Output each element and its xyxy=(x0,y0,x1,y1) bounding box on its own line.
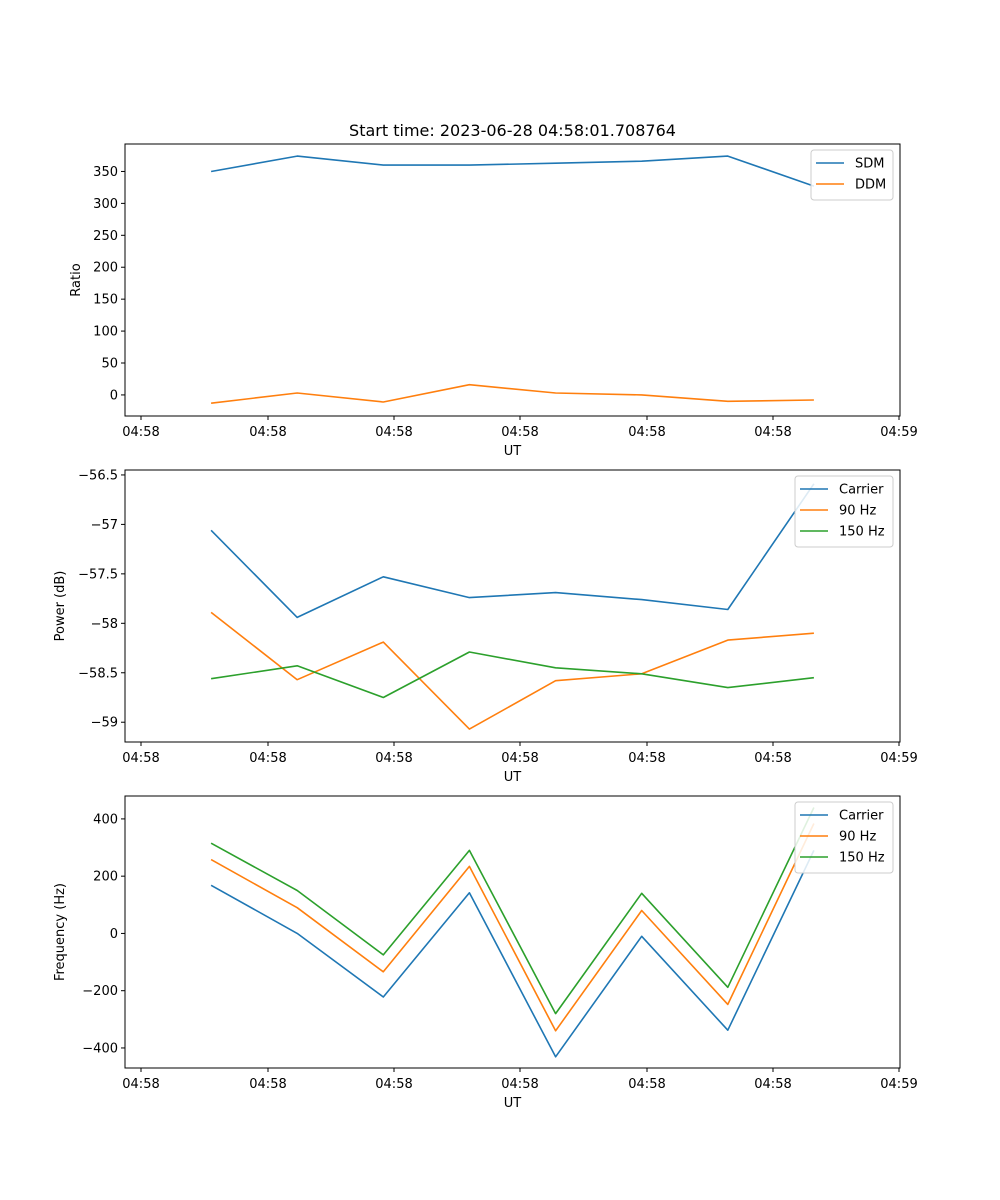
x-tick-label: 04:58 xyxy=(249,751,286,766)
x-tick-label: 04:58 xyxy=(754,425,791,440)
x-tick-label: 04:58 xyxy=(628,751,665,766)
series-line-3-2 xyxy=(210,823,815,1032)
y-tick-label: 300 xyxy=(93,197,118,212)
y-tick-label: −200 xyxy=(82,984,118,999)
series-line-1-2 xyxy=(211,383,814,404)
x-tick-label: 04:58 xyxy=(249,425,286,440)
series-line-2-1 xyxy=(210,483,815,619)
series-line-1-1 xyxy=(210,155,815,187)
subplot-3: −400 −200 0 200 400 04:58 04:58 04:58 04:58 04:58… xyxy=(53,795,918,1111)
series-line-3-3 xyxy=(210,807,815,1015)
y-axis-label: Frequency (Hz) xyxy=(53,883,68,981)
series-line-2-3 xyxy=(210,651,814,699)
legend-entry: Carrier xyxy=(839,809,884,824)
chart-title: Start time: 2023-06-28 04:58:01.708764 xyxy=(349,121,676,140)
x-tick-label: 04:58 xyxy=(375,1077,412,1092)
subplots: 0 50 100 150 200 250 300 350 04:58 04:58 04:58 04:5… xyxy=(53,143,918,1111)
x-tick-label: 04:58 xyxy=(122,1077,159,1092)
y-tick-label: 400 xyxy=(93,812,118,827)
x-tick-label: 04:58 xyxy=(122,751,159,766)
x-tick-label: 04:58 xyxy=(122,425,159,440)
legend-entry: SDM xyxy=(855,157,884,172)
y-tick-label: 200 xyxy=(93,870,118,885)
legend-entry: 90 Hz xyxy=(839,830,876,845)
x-tick-label: 04:58 xyxy=(375,751,412,766)
plot-frame xyxy=(124,795,901,1069)
x-tick-label: 04:58 xyxy=(375,425,412,440)
y-tick-label: −59 xyxy=(91,716,118,731)
series-line-2-2 xyxy=(210,611,814,730)
subplot-1: 0 50 100 150 200 250 300 350 04:58 04:58 04:58 04:5… xyxy=(69,143,918,459)
legend-entry: 90 Hz xyxy=(839,504,876,519)
plot-frame xyxy=(124,469,901,743)
legend-entry: DDM xyxy=(855,178,886,193)
y-tick-label: −57 xyxy=(91,518,118,533)
legend-entry: 150 Hz xyxy=(839,851,885,866)
x-tick-label: 04:58 xyxy=(754,1077,791,1092)
x-tick-label: 04:58 xyxy=(501,425,538,440)
y-tick-label: 350 xyxy=(93,165,118,180)
y-tick-label: −58.5 xyxy=(78,666,118,681)
x-tick-label: 04:59 xyxy=(880,1077,917,1092)
x-tick-label: 04:58 xyxy=(628,425,665,440)
legend: Carrier 90 Hz 150 Hz xyxy=(794,801,894,874)
x-tick-label: 04:58 xyxy=(501,751,538,766)
legend-box xyxy=(794,801,894,874)
y-tick-label: −56.5 xyxy=(78,468,118,483)
x-tick-label: 04:58 xyxy=(754,751,791,766)
y-tick-label: 0 xyxy=(110,927,118,942)
y-tick-label: −58 xyxy=(91,617,118,632)
y-tick-label: 150 xyxy=(93,293,118,308)
x-tick-label: 04:59 xyxy=(880,751,917,766)
y-axis-label: Power (dB) xyxy=(53,571,68,642)
y-tick-label: −57.5 xyxy=(78,567,118,582)
x-axis-label: UT xyxy=(504,770,522,785)
y-tick-label: −400 xyxy=(82,1041,118,1056)
legend-entry: 150 Hz xyxy=(839,525,885,540)
x-tick-label: 04:59 xyxy=(880,425,917,440)
x-tick-label: 04:58 xyxy=(501,1077,538,1092)
x-axis-label: UT xyxy=(504,444,522,459)
legend: Carrier 90 Hz 150 Hz xyxy=(794,475,894,548)
subplot-2: −59 −58.5 −58 −57.5 −57 −56.5 04:58 04:58 04:58 0… xyxy=(53,468,918,785)
x-axis-label: UT xyxy=(504,1096,522,1111)
y-tick-label: 250 xyxy=(93,229,118,244)
y-tick-label: 50 xyxy=(101,357,118,372)
x-tick-label: 04:58 xyxy=(249,1077,286,1092)
legend: SDM DDM xyxy=(810,149,894,201)
y-tick-label: 100 xyxy=(93,325,118,340)
y-tick-label: 0 xyxy=(110,388,118,403)
y-tick-label: 200 xyxy=(93,261,118,276)
legend-entry: Carrier xyxy=(839,483,884,498)
x-tick-label: 04:58 xyxy=(628,1077,665,1092)
plot-frame xyxy=(124,143,901,417)
series-line-3-1 xyxy=(210,850,815,1058)
legend-box xyxy=(794,475,894,548)
y-axis-label: Ratio xyxy=(69,263,84,296)
